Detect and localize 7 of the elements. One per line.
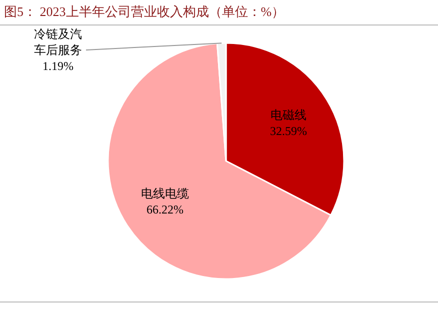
slice-label: 冷链及汽车后服务 (34, 27, 82, 57)
slice-label: 电磁线 (270, 108, 306, 122)
data-label: 1.19% (42, 59, 74, 73)
data-label: 32.59% (270, 124, 307, 138)
data-label: 66.22% (146, 202, 184, 216)
slice-label: 电线电缆 (140, 186, 189, 200)
chart-title: 图5： 2023上半年公司营业收入构成（单位：%） (4, 4, 285, 19)
